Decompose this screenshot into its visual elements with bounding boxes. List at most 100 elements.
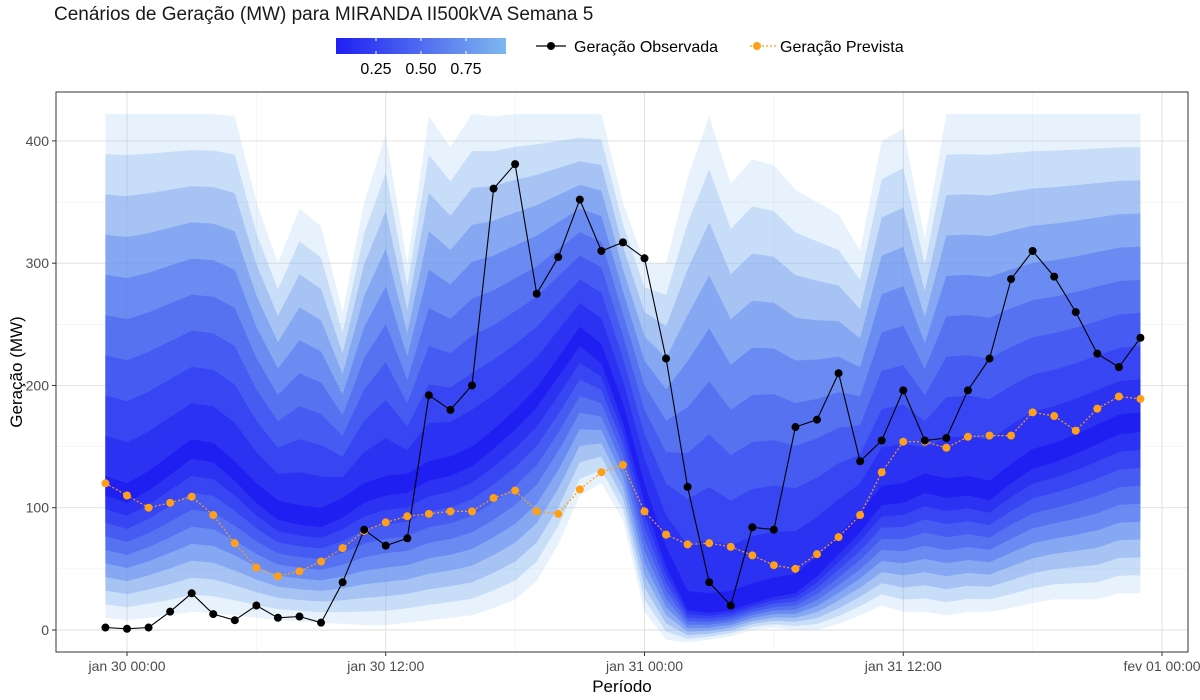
observed-point bbox=[1093, 349, 1102, 358]
x-axis-title: Período bbox=[592, 677, 652, 696]
observed-point bbox=[230, 616, 239, 625]
observed-point bbox=[101, 623, 110, 632]
forecast-point bbox=[123, 491, 131, 500]
observed-point bbox=[511, 160, 520, 169]
forecast-point bbox=[985, 431, 994, 440]
observed-point bbox=[144, 623, 153, 632]
x-tick-label: fev 01 00:00 bbox=[1123, 658, 1200, 674]
observed-point bbox=[360, 525, 369, 534]
forecast-point bbox=[1136, 394, 1145, 403]
forecast-point bbox=[1114, 392, 1123, 401]
legend-observed-marker bbox=[547, 42, 555, 50]
forecast-point bbox=[769, 561, 778, 570]
forecast-point bbox=[1050, 412, 1059, 421]
forecast-point bbox=[101, 479, 110, 488]
observed-point bbox=[1028, 246, 1037, 255]
y-axis-title: Geração (MW) bbox=[7, 316, 26, 427]
forecast-point bbox=[209, 511, 218, 520]
observed-point bbox=[769, 525, 778, 534]
forecast-point bbox=[532, 507, 541, 516]
observed-point bbox=[338, 578, 347, 587]
forecast-point bbox=[295, 567, 304, 576]
observed-point bbox=[618, 238, 627, 247]
observed-point bbox=[252, 601, 261, 610]
forecast-point bbox=[942, 443, 951, 452]
observed-point bbox=[942, 434, 951, 443]
forecast-point bbox=[317, 557, 326, 566]
forecast-point bbox=[856, 511, 865, 520]
forecast-point bbox=[446, 507, 455, 516]
y-axis: 0 100 200 300 400 bbox=[26, 133, 56, 638]
observed-point bbox=[489, 184, 498, 193]
forecast-point bbox=[511, 486, 520, 495]
observed-point bbox=[209, 610, 218, 619]
y-tick-label: 100 bbox=[26, 500, 50, 516]
forecast-point bbox=[726, 542, 735, 551]
forecast-point bbox=[597, 468, 606, 477]
x-tick-label: jan 30 00:00 bbox=[87, 658, 165, 674]
x-tick-label: jan 31 12:00 bbox=[864, 658, 942, 674]
legend-observed-label: Geração Observada bbox=[574, 39, 718, 56]
observed-point bbox=[834, 369, 843, 378]
forecast-point bbox=[489, 493, 498, 502]
forecast-point bbox=[1007, 431, 1016, 440]
forecast-point bbox=[166, 498, 175, 507]
observed-point bbox=[877, 436, 886, 445]
observed-point bbox=[273, 613, 282, 622]
series-points bbox=[101, 160, 1145, 633]
observed-point bbox=[899, 386, 908, 395]
observed-point bbox=[1136, 333, 1145, 342]
forecast-point bbox=[252, 563, 261, 572]
observed-point bbox=[575, 195, 584, 204]
observed-point bbox=[813, 415, 821, 424]
forecast-point bbox=[230, 539, 239, 548]
observed-point bbox=[317, 618, 326, 627]
observed-point bbox=[791, 423, 800, 432]
observed-point bbox=[554, 253, 563, 262]
x-tick-label: jan 30 12:00 bbox=[346, 658, 424, 674]
forecast-point bbox=[662, 530, 671, 539]
forecast-point bbox=[381, 518, 390, 527]
forecast-point bbox=[1093, 404, 1102, 413]
forecast-point bbox=[1071, 426, 1080, 435]
y-tick-label: 0 bbox=[41, 622, 49, 638]
forecast-point bbox=[963, 432, 972, 441]
forecast-point bbox=[424, 509, 433, 518]
observed-point bbox=[597, 246, 606, 255]
scenario-band bbox=[105, 303, 1141, 616]
observed-point bbox=[295, 612, 304, 621]
legend-forecast-label: Geração Prevista bbox=[780, 39, 904, 56]
observed-point bbox=[424, 391, 433, 400]
forecast-point bbox=[683, 540, 692, 549]
observed-point bbox=[662, 354, 671, 363]
legend: 0.25 0.50 0.75 Geração Observada Geração P… bbox=[336, 38, 904, 78]
forecast-point bbox=[468, 507, 476, 516]
y-tick-label: 400 bbox=[26, 133, 50, 149]
forecast-point bbox=[640, 507, 649, 516]
observed-point bbox=[1114, 363, 1123, 372]
observed-point bbox=[683, 482, 692, 491]
y-tick-label: 300 bbox=[26, 255, 50, 271]
legend-gradient-label: 0.25 bbox=[360, 61, 391, 78]
observed-point bbox=[468, 381, 476, 390]
forecast-point bbox=[748, 551, 757, 560]
forecast-point bbox=[1028, 408, 1037, 417]
forecast-point bbox=[187, 492, 196, 501]
forecast-point bbox=[899, 437, 908, 446]
observed-point bbox=[381, 541, 390, 550]
observed-point bbox=[446, 405, 455, 414]
observed-point bbox=[856, 457, 865, 466]
forecast-point bbox=[338, 544, 347, 553]
observed-point bbox=[748, 523, 757, 532]
forecast-point bbox=[834, 533, 843, 542]
forecast-point bbox=[877, 468, 886, 477]
legend-gradient-bar bbox=[336, 38, 506, 54]
observed-point bbox=[963, 386, 972, 395]
forecast-point bbox=[575, 485, 584, 494]
observed-point bbox=[1071, 308, 1080, 317]
observed-point bbox=[403, 534, 412, 543]
observed-point bbox=[726, 601, 735, 610]
forecast-point bbox=[813, 550, 821, 559]
observed-point bbox=[532, 289, 541, 298]
